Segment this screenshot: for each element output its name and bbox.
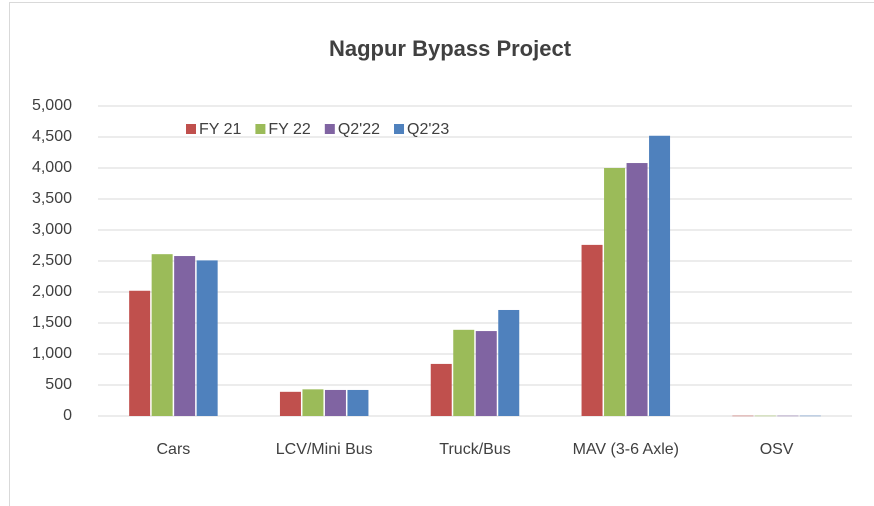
legend-label: Q2'23 (407, 121, 449, 138)
x-tick-label: OSV (760, 441, 794, 458)
y-tick-label: 3,000 (32, 221, 72, 238)
chart-title: Nagpur Bypass Project (329, 36, 572, 61)
bar (279, 391, 301, 416)
bar (196, 260, 218, 416)
x-tick-label: Truck/Bus (439, 441, 510, 458)
bar (581, 244, 603, 416)
y-tick-label: 1,500 (32, 314, 72, 331)
y-tick-label: 2,000 (32, 283, 72, 300)
bar (604, 168, 626, 416)
x-tick-label: MAV (3-6 Axle) (573, 441, 679, 458)
legend-swatch (255, 124, 266, 134)
x-tick-label: LCV/Mini Bus (276, 441, 373, 458)
legend-swatch (324, 124, 335, 134)
legend-swatch (186, 124, 196, 134)
y-tick-label: 0 (63, 407, 72, 424)
bar (453, 329, 475, 416)
legend-label: FY 21 (199, 121, 242, 138)
y-tick-label: 4,500 (32, 128, 72, 145)
bar (302, 389, 324, 416)
bar (151, 254, 173, 416)
bar (324, 389, 346, 416)
y-tick-label: 3,500 (32, 190, 72, 207)
x-tick-label: Cars (157, 441, 191, 458)
bar (498, 309, 520, 416)
bar (754, 415, 776, 417)
bar (430, 363, 452, 416)
bar (799, 415, 821, 417)
bar (129, 290, 151, 416)
legend-swatch (394, 124, 405, 134)
legend-label: Q2'22 (338, 121, 380, 138)
y-tick-label: 1,000 (32, 345, 72, 362)
y-tick-label: 500 (45, 376, 72, 393)
bar (347, 389, 369, 416)
bar (626, 163, 648, 416)
bar (475, 331, 497, 416)
bar (777, 415, 799, 417)
y-tick-label: 4,000 (32, 159, 72, 176)
bar (174, 256, 196, 416)
chart-border (9, 2, 874, 506)
bar (649, 135, 671, 416)
y-tick-label: 2,500 (32, 252, 72, 269)
legend-label: FY 22 (268, 121, 311, 138)
bar (732, 415, 754, 417)
y-tick-label: 5,000 (32, 97, 72, 114)
